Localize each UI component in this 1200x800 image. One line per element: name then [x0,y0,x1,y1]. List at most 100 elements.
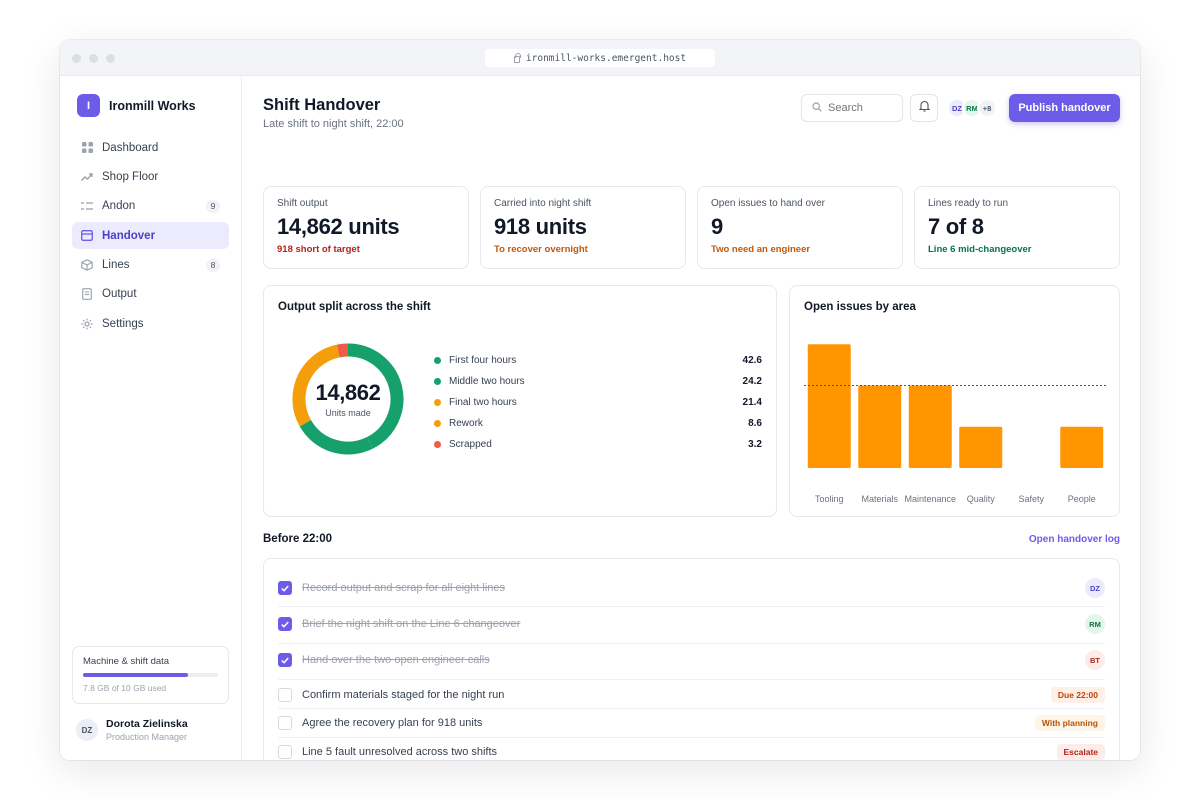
sidebar-item-label: Andon [102,200,136,213]
task-item[interactable]: Hand over the two open engineer calls BT [278,650,1105,670]
task-text: Hand over the two open engineer calls [302,654,490,666]
bar-maintenance [908,385,952,468]
donut-total: 14,862 [315,380,381,405]
legend-label: Middle two hours [449,376,525,387]
output-split-card: Output split across the shift 14,862 Uni… [263,285,777,517]
task-item[interactable]: Brief the night shift on the Line 6 chan… [278,614,1105,634]
sidebar-item-lines[interactable]: Lines 8 [72,252,229,279]
kpi-label: Shift output [277,198,328,209]
sidebar-item-handover[interactable]: Handover [72,222,229,250]
assignee-avatar: RM [1085,614,1105,634]
legend-item: Final two hours 21.4 [434,392,762,413]
minimize-window-dot[interactable] [89,54,98,63]
donut-slice-rework [310,344,340,368]
grid-icon [81,142,93,154]
user-role: Production Manager [106,732,188,742]
sidebar-item-dashboard[interactable]: Dashboard [72,134,229,161]
legend-label: Final two hours [449,397,517,408]
task-text: Line 5 fault unresolved across two shift… [302,746,498,758]
sidebar: I Ironmill Works Dashboard Shop Floor [60,76,242,760]
legend-swatch [434,378,441,385]
trend-icon [81,171,93,183]
kpi-card-shift-output: Shift output 14,862 units 918 short of t… [263,186,469,269]
sidebar-item-label: Handover [102,229,156,242]
close-window-dot[interactable] [72,54,81,63]
x-tick-label: Maintenance [904,494,956,504]
kpi-label: Carried into night shift [494,198,592,209]
sidebar-item-output[interactable]: Output [72,281,229,308]
task-item[interactable]: Confirm materials staged for the night r… [278,687,1105,703]
task-list: Record output and scrap for all eight li… [263,558,1120,760]
divider [278,606,1105,607]
gear-icon [81,318,93,330]
address-bar[interactable]: ironmill-works.emergent.host [485,49,715,67]
x-tick-label: Tooling [815,494,844,504]
divider [278,679,1105,680]
legend-label: First four hours [449,355,517,366]
task-checkbox[interactable] [278,688,292,702]
brand[interactable]: I Ironmill Works [77,94,196,117]
check-icon [281,657,289,664]
user-profile[interactable]: DZ Dorota Zielinska Production Manager [76,718,188,742]
task-checkbox[interactable] [278,581,292,595]
kpi-value: 9 [711,214,723,239]
search-input[interactable] [828,102,892,114]
kpi-value: 918 units [494,214,587,239]
sidebar-nav: Dashboard Shop Floor Andon 9 Handover [72,134,229,340]
card-title: Open issues by area [804,301,916,313]
storage-title: Machine & shift data [83,656,170,667]
storage-usage: 7.8 GB of 10 GB used [83,683,167,693]
x-tick-label: People [1068,494,1096,504]
task-item[interactable]: Agree the recovery plan for 918 units Wi… [278,715,1105,731]
publish-handover-button[interactable]: Publish handover [1009,94,1120,122]
donut-caption: Units made [325,408,371,418]
legend-swatch [434,399,441,406]
bar-people [1060,426,1104,468]
x-tick-label: Quality [967,494,996,504]
section-title: Before 22:00 [263,533,333,545]
legend-swatch [434,357,441,364]
kpi-note: 918 short of target [277,244,360,255]
sidebar-item-settings[interactable]: Settings [72,310,229,337]
window-controls [72,54,115,63]
divider [278,643,1105,644]
kpi-label: Open issues to hand over [711,198,825,209]
kpi-card-lines-ready: Lines ready to run 7 of 8 Line 6 mid-cha… [914,186,1120,269]
task-checkbox[interactable] [278,653,292,667]
sidebar-item-shop-floor[interactable]: Shop Floor [72,163,229,190]
check-icon [281,585,289,592]
legend-label: Rework [449,418,483,429]
sidebar-item-label: Output [102,288,137,301]
bar-quality [959,426,1003,468]
lock-icon [513,52,521,63]
task-checkbox[interactable] [278,745,292,759]
donut-center: 14,862 Units made [292,343,404,455]
task-checkbox[interactable] [278,617,292,631]
browser-window: ironmill-works.emergent.host I Ironmill … [60,40,1140,760]
sidebar-item-andon[interactable]: Andon 9 [72,193,229,220]
brand-logo: I [77,94,100,117]
divider [278,737,1105,738]
open-handover-log-link[interactable]: Open handover log [1028,534,1120,545]
donut-slice-middle-two-hours [299,419,373,455]
search-box[interactable] [801,94,903,122]
url-text: ironmill-works.emergent.host [525,52,687,64]
task-text: Brief the night shift on the Line 6 chan… [302,618,521,630]
kpi-value: 7 of 8 [928,214,984,239]
notifications-button[interactable] [910,94,938,122]
check-icon [281,621,289,628]
legend-item: First four hours 42.6 [434,350,762,371]
status-tag: With planning [1034,715,1105,731]
page-subtitle: Late shift to night shift, 22:00 [263,118,404,130]
storage-card: Machine & shift data 7.8 GB of 10 GB use… [72,646,229,704]
issues-by-area-card: Open issues by area Tooling Materials Main… [789,285,1120,517]
legend-value: 42.6 [742,355,762,366]
kpi-value: 14,862 units [277,214,400,239]
task-item[interactable]: Record output and scrap for all eight li… [278,578,1105,598]
legend-item: Middle two hours 24.2 [434,371,762,392]
avatar: DZ [76,719,98,741]
task-checkbox[interactable] [278,716,292,730]
task-item[interactable]: Line 5 fault unresolved across two shift… [278,744,1105,760]
maximize-window-dot[interactable] [106,54,115,63]
team-avatars[interactable]: DZ RM +8 [947,98,997,118]
